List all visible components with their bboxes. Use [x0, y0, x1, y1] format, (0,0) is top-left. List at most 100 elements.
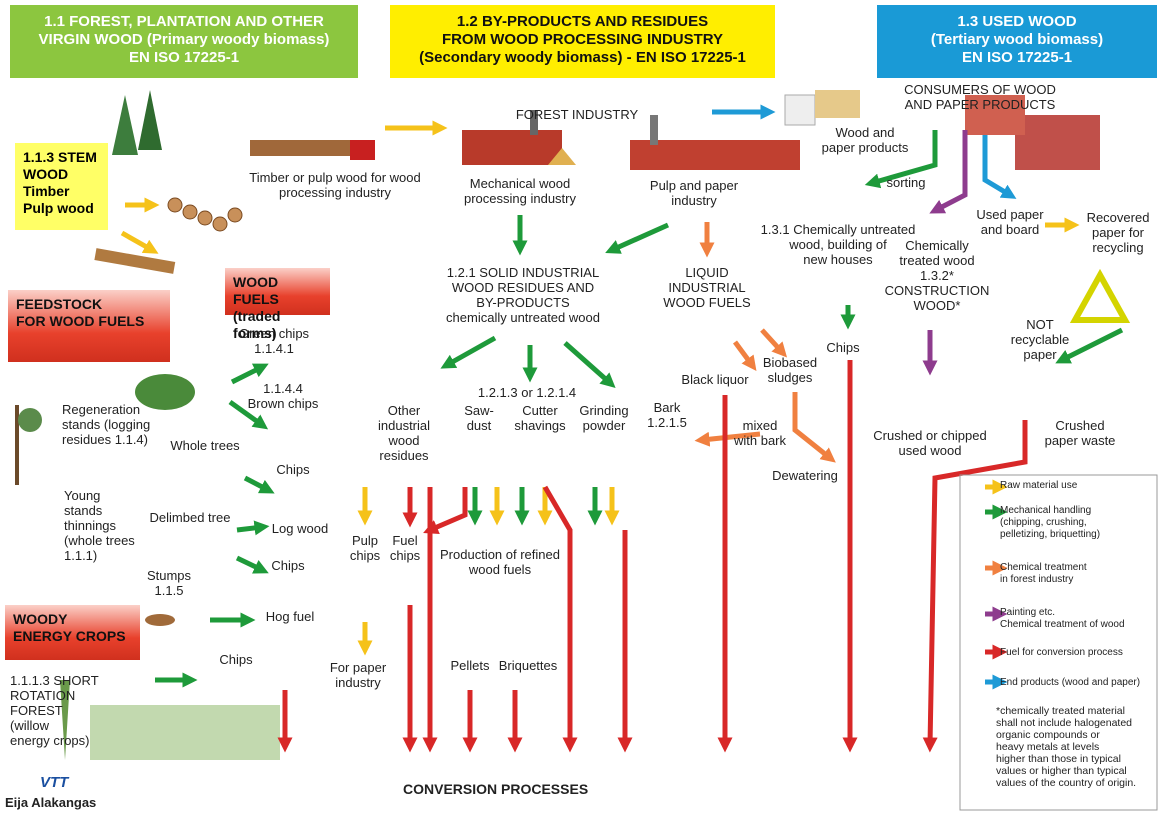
label-line: 1.1.4.1	[239, 341, 309, 356]
label-line: Grinding	[579, 403, 628, 418]
label: 1.2.1.3 or 1.2.1.4	[478, 385, 576, 400]
label-line: Chips	[276, 462, 309, 477]
legend-line: Fuel for conversion process	[1000, 647, 1123, 659]
header-line: 1.2 BY-PRODUCTS AND RESIDUES	[390, 13, 775, 31]
legend-line: End products (wood and paper)	[1000, 677, 1140, 689]
label-line: Chips	[271, 558, 304, 573]
arrow-purple	[930, 130, 1000, 614]
label-line: Bark	[647, 400, 687, 415]
box: 1.1.3 STEMWOODTimberPulp wood	[15, 143, 108, 230]
label-line: Saw-	[464, 403, 494, 418]
label-line: Mechanical wood	[464, 176, 576, 191]
label-line: Hog fuel	[266, 609, 314, 624]
legend-line: in forest industry	[1000, 574, 1087, 586]
label-line: paper products	[822, 140, 909, 155]
footer-title: CONVERSION PROCESSES	[403, 782, 588, 797]
label-line: Pulp	[350, 533, 380, 548]
label-line: paper for	[1087, 225, 1150, 240]
box-line: 1.1.3 STEM	[23, 149, 100, 166]
box-line: FEEDSTOCK	[16, 296, 162, 313]
label-line: industry	[330, 675, 386, 690]
label-line: recyclable	[1011, 332, 1070, 347]
label: 1.1.4.4Brown chips	[248, 381, 319, 411]
label-line: FOREST INDUSTRY	[516, 107, 638, 122]
label-line: Briquettes	[499, 658, 558, 673]
box-line: WOOD FUELS	[233, 274, 322, 308]
label: Mechanical woodprocessing industry	[464, 176, 576, 206]
label-line: chips	[390, 548, 420, 563]
label: Stumps1.1.5	[147, 568, 191, 598]
note-line: higher than those in typical	[996, 753, 1136, 765]
label-line: 1.3.2*	[885, 268, 990, 283]
note-line: *chemically treated material	[996, 705, 1136, 717]
label-line: Crushed or chipped	[873, 428, 986, 443]
label-line: processing industry	[464, 191, 576, 206]
label-line: INDUSTRIAL	[663, 280, 750, 295]
label-line: CONSUMERS OF WOOD	[904, 82, 1056, 97]
legend-line: Chemical treatment of wood	[1000, 619, 1125, 631]
label-line: WOOD RESIDUES AND	[446, 280, 600, 295]
label: Chips	[826, 340, 859, 355]
label-line: shavings	[514, 418, 565, 433]
header-line: 1.3 USED WOOD	[877, 13, 1157, 31]
label-line: Other	[378, 403, 430, 418]
note-line: values or higher than typical	[996, 765, 1136, 777]
label-line: stands (logging	[62, 417, 150, 432]
label: Hog fuel	[266, 609, 314, 624]
box-line: Timber	[23, 183, 100, 200]
legend-line: Raw material use	[1000, 480, 1077, 492]
label-line: Log wood	[272, 521, 328, 536]
label-line: 1.1.4.4	[248, 381, 319, 396]
label-line: Production of refined	[440, 547, 560, 562]
label: Bark1.2.1.5	[647, 400, 687, 430]
label-line: chips	[350, 548, 380, 563]
label-line: CONSTRUCTION	[885, 283, 990, 298]
label-line: Fuel	[390, 533, 420, 548]
label: Dewatering	[772, 468, 838, 483]
label-line: 1.1.1.3 SHORT	[10, 673, 99, 688]
label-line: FOREST	[10, 703, 99, 718]
label-line: residues	[378, 448, 430, 463]
label-line: Recovered	[1087, 210, 1150, 225]
legend-item: Painting etc.Chemical treatment of wood	[1000, 607, 1125, 631]
author: Eija Alakangas	[5, 795, 96, 810]
label-line: stands	[64, 503, 135, 518]
label-line: AND PAPER PRODUCTS	[904, 97, 1056, 112]
label-line: ROTATION	[10, 688, 99, 703]
legend-line: Mechanical handling	[1000, 505, 1100, 517]
label-line: 1.1.5	[147, 583, 191, 598]
label-line: Biobased	[763, 355, 817, 370]
logo: VTT	[40, 775, 68, 790]
box: WOOD FUELS(traded forms)	[225, 268, 330, 315]
label: Delimbed tree	[150, 510, 231, 525]
label-line: (willow	[10, 718, 99, 733]
label-line: industrial	[378, 418, 430, 433]
legend-item: Mechanical handling(chipping, crushing,p…	[1000, 505, 1100, 541]
label-line: For paper	[330, 660, 386, 675]
label-line: recycling	[1087, 240, 1150, 255]
label-line: industry	[650, 193, 738, 208]
box-line: ENERGY CROPS	[13, 628, 132, 645]
header-line: VIRGIN WOOD (Primary woody biomass)	[10, 31, 358, 49]
label-line: Wood and	[822, 125, 909, 140]
label: NOTrecyclablepaper	[1011, 317, 1070, 362]
label-line: LIQUID	[663, 265, 750, 280]
label-line: WOOD*	[885, 298, 990, 313]
label-line: 1.1.1)	[64, 548, 135, 563]
label-line: paper	[1011, 347, 1070, 362]
note-line: organic compounds or	[996, 729, 1136, 741]
label: FOREST INDUSTRY	[516, 107, 638, 122]
legend-item: Fuel for conversion process	[1000, 647, 1123, 659]
box-line: FOR WOOD FUELS	[16, 313, 162, 330]
label-line: Delimbed tree	[150, 510, 231, 525]
